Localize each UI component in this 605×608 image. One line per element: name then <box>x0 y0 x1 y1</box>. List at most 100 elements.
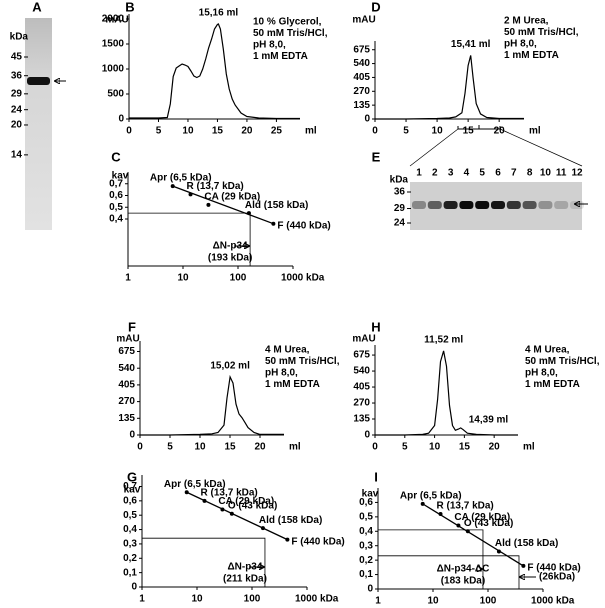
standard-point <box>220 507 225 512</box>
gel-band <box>427 201 442 209</box>
y-tick-label: 405 <box>118 380 135 391</box>
y-tick-label: 0,4 <box>109 214 123 225</box>
x-tick-label: 1 <box>125 273 131 284</box>
axis-unit: kDa <box>390 175 409 186</box>
gel-band <box>538 201 553 209</box>
y-tick-label: 135 <box>118 413 135 424</box>
condition-text: 1 mM EDTA <box>525 379 580 390</box>
gel-band <box>27 77 50 85</box>
standard-point <box>420 501 425 506</box>
y-tick-label: 2000 <box>102 14 125 25</box>
lane-label: 4 <box>464 168 470 179</box>
condition-text: 1 mM EDTA <box>253 51 308 62</box>
point-label: F (440 kDa) <box>291 536 344 547</box>
lane-label: 2 <box>432 168 438 179</box>
lane-label: 11 <box>556 168 567 179</box>
lane-label: 8 <box>527 168 533 179</box>
standard-point <box>271 221 276 226</box>
y-tick-label: 0,1 <box>123 567 137 578</box>
x-axis-label: ml <box>305 126 317 137</box>
reference-label: (183 kDa) <box>441 576 485 587</box>
x-axis-label: ml <box>289 442 301 453</box>
standard-point <box>229 511 234 516</box>
y-tick-label: 270 <box>353 86 370 97</box>
peak-label: 11,52 ml <box>424 335 463 346</box>
reference-label: ΔN-p34-ΔC <box>437 564 490 575</box>
y-axis-label: mAU <box>352 334 375 345</box>
condition-text: pH 8,0, <box>253 40 286 51</box>
standard-point <box>456 523 461 528</box>
peak-label: 15,41 ml <box>451 39 491 50</box>
y-tick-label: 675 <box>353 44 370 55</box>
x-tick-label: 1000 kDa <box>281 273 325 284</box>
lane-label: 3 <box>448 168 454 179</box>
point-label: R (13,7 kDa) <box>201 487 258 498</box>
x-tick-label: 15 <box>459 442 471 453</box>
marker-label: 20 <box>11 120 23 131</box>
y-tick-label: 0,6 <box>359 497 373 508</box>
point-label: Ald (158 kDa) <box>495 538 558 549</box>
y-tick-label: 0,5 <box>123 510 137 521</box>
y-tick-label: 0,6 <box>123 495 137 506</box>
point-label: Ald (158 kDa) <box>259 515 322 526</box>
y-tick-label: 0,2 <box>359 555 373 566</box>
standard-point <box>188 192 193 197</box>
x-tick-label: 10 <box>429 442 441 453</box>
x-tick-label: 100 <box>230 273 247 284</box>
x-tick-label: 20 <box>494 126 506 137</box>
chromatogram-line <box>375 55 524 120</box>
x-tick-label: 5 <box>403 126 409 137</box>
marker-label: 36 <box>11 70 23 81</box>
y-tick-label: 0,5 <box>359 511 373 522</box>
reference-label: (193 kDa) <box>208 253 252 264</box>
condition-text: 50 mM Tris/HCl, <box>265 356 340 367</box>
standard-point <box>202 498 207 503</box>
point-label: CA (29 kDa) <box>454 512 510 523</box>
x-tick-label: 5 <box>156 126 162 137</box>
condition-text: pH 8,0, <box>525 368 558 379</box>
x-tick-label: 1000 kDa <box>295 594 339 605</box>
x-tick-label: 10 <box>182 126 194 137</box>
y-tick-label: 135 <box>353 100 370 111</box>
lane-label: 5 <box>479 168 485 179</box>
y-axis-label: mAU <box>105 15 128 26</box>
y-tick-label: 0 <box>364 430 370 441</box>
point-label: F (440 kDa) <box>277 220 330 231</box>
marker-label: 29 <box>11 88 23 99</box>
standard-point <box>170 184 175 189</box>
y-tick-label: 0,1 <box>359 569 373 580</box>
x-tick-label: 10 <box>177 273 189 284</box>
x-tick-label: 0 <box>137 442 143 453</box>
y-axis-label: mAU <box>116 334 139 345</box>
y-tick-label: 0,2 <box>123 553 137 564</box>
condition-text: pH 8,0, <box>265 368 298 379</box>
panel-label: D <box>371 0 380 14</box>
marker-label: 24 <box>11 104 23 115</box>
x-tick-label: 0 <box>372 442 378 453</box>
y-tick-label: 135 <box>353 414 370 425</box>
point-label: F (440 kDa) <box>527 563 580 574</box>
condition-text: 1 mM EDTA <box>504 50 559 61</box>
point-label: CA (29 kDa) <box>204 192 260 203</box>
chromatogram-line <box>375 350 518 436</box>
point-label: R (13,7 kDa) <box>187 181 244 192</box>
panel-label: E <box>372 149 381 164</box>
standard-point <box>438 511 443 516</box>
y-tick-label: 0,7 <box>123 481 137 492</box>
standard-point <box>206 202 211 207</box>
gel-band <box>475 201 490 209</box>
condition-text: 50 mM Tris/HCl, <box>253 28 328 39</box>
x-tick-label: 100 <box>480 596 497 607</box>
y-tick-label: 0 <box>367 584 373 595</box>
y-axis-label: kav <box>362 489 379 500</box>
y-tick-label: 0,4 <box>359 526 373 537</box>
condition-text: pH 8,0, <box>504 39 537 50</box>
lane-label: 12 <box>571 168 583 179</box>
y-tick-label: 500 <box>107 89 124 100</box>
marker-label: 14 <box>11 150 23 161</box>
fit-line <box>172 185 274 225</box>
marker-label: 45 <box>11 52 23 63</box>
gel-band <box>522 201 537 209</box>
standard-point <box>496 549 501 554</box>
panel-label: G <box>127 469 137 484</box>
